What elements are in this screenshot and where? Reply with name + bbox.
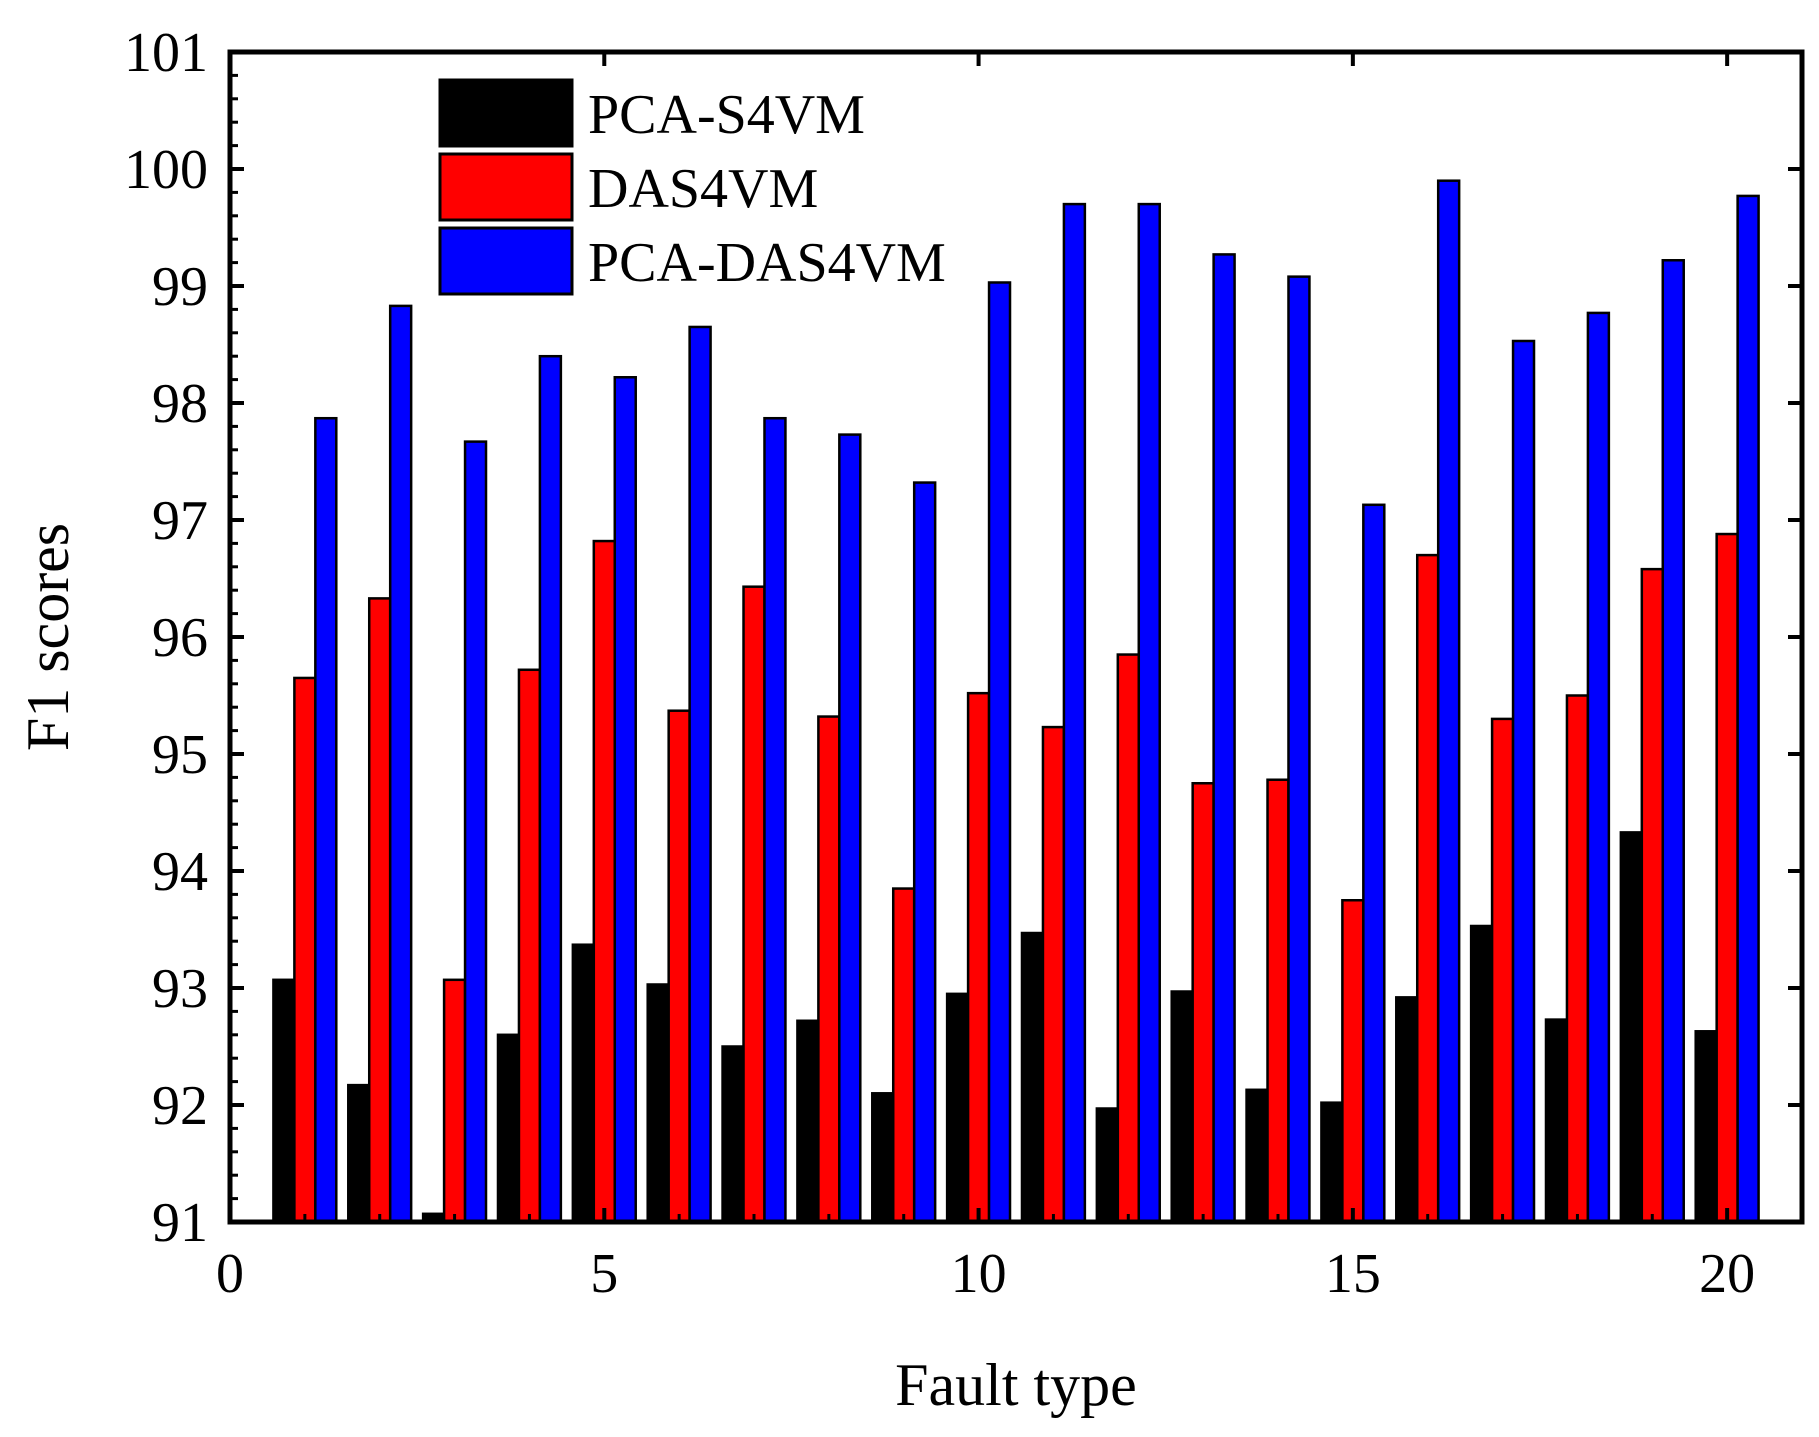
- y-tick-label: 96: [152, 607, 208, 669]
- x-tick-label: 0: [216, 1243, 244, 1305]
- bar-pca-s4vm-10: [945, 992, 970, 1224]
- bar-das4vm-5: [592, 539, 617, 1224]
- bar-pca-das4vm-3: [463, 440, 488, 1224]
- y-tick-label: 100: [124, 139, 208, 201]
- bar-pca-das4vm-12: [1137, 202, 1161, 1224]
- bar-pca-das4vm-8: [838, 433, 862, 1224]
- bar-pca-s4vm-18: [1544, 1018, 1569, 1224]
- bar-pca-das4vm-2: [388, 304, 413, 1224]
- y-tick-label: 94: [152, 841, 208, 903]
- bar-pca-s4vm-12: [1095, 1107, 1120, 1224]
- bar-pca-das4vm-15: [1362, 503, 1386, 1224]
- bar-das4vm-3: [442, 978, 467, 1224]
- y-axis-title: F1 scores: [15, 523, 81, 751]
- bar-pca-s4vm-20: [1694, 1030, 1718, 1224]
- bar-das4vm-13: [1191, 782, 1215, 1224]
- bar-pca-das4vm-6: [688, 325, 712, 1224]
- bar-das4vm-19: [1640, 567, 1665, 1224]
- bar-pca-s4vm-13: [1170, 990, 1194, 1224]
- bar-das4vm-14: [1266, 778, 1290, 1224]
- bar-pca-das4vm-9: [912, 481, 937, 1224]
- bar-pca-das4vm-11: [1062, 202, 1087, 1224]
- bar-pca-das4vm-20: [1736, 194, 1760, 1224]
- y-tick-label: 93: [152, 958, 208, 1020]
- x-tick-label: 15: [1325, 1243, 1381, 1305]
- legend-swatch-das4vm: [438, 152, 574, 222]
- y-tick-label: 92: [152, 1075, 208, 1137]
- bar-das4vm-17: [1490, 717, 1515, 1224]
- bar-das4vm-7: [742, 585, 766, 1224]
- legend: PCA-S4VM DAS4VM PCA-DAS4VM: [438, 78, 946, 296]
- bar-pca-das4vm-13: [1212, 253, 1236, 1224]
- bar-pca-s4vm-15: [1320, 1101, 1344, 1224]
- bar-das4vm-10: [966, 691, 991, 1224]
- bar-das4vm-16: [1415, 553, 1440, 1224]
- bar-das4vm-1: [293, 676, 317, 1224]
- bar-pca-s4vm-14: [1245, 1088, 1269, 1224]
- bar-pca-s4vm-11: [1020, 931, 1045, 1224]
- bar-das4vm-15: [1341, 899, 1365, 1224]
- bar-pca-das4vm-14: [1287, 275, 1311, 1224]
- legend-swatch-pca-das4vm: [438, 226, 574, 296]
- bar-das4vm-8: [817, 715, 841, 1224]
- y-tick-label: 99: [152, 256, 208, 318]
- plot-area-frame: [227, 49, 1805, 1225]
- bar-das4vm-12: [1116, 653, 1141, 1224]
- bar-pca-das4vm-16: [1436, 179, 1461, 1224]
- x-tick-label: 5: [590, 1243, 618, 1305]
- y-tick-label: 101: [124, 22, 208, 84]
- bar-pca-s4vm-1: [272, 978, 296, 1224]
- bar-pca-s4vm-19: [1619, 831, 1644, 1224]
- legend-swatch-pca-s4vm: [438, 78, 574, 148]
- bar-pca-das4vm-19: [1661, 259, 1685, 1224]
- bar-pca-das4vm-10: [987, 281, 1012, 1224]
- x-axis-tick-labels: 0 5 10 15 20: [216, 1243, 1755, 1305]
- y-axis-tick-labels: 91 92 93 94 95 96 97 98 99 100 101: [124, 22, 208, 1254]
- bar-pca-das4vm-7: [763, 416, 787, 1224]
- bar-pca-s4vm-4: [496, 1033, 521, 1224]
- bar-pca-s4vm-7: [721, 1045, 745, 1224]
- bar-das4vm-4: [517, 668, 542, 1224]
- bar-das4vm-20: [1715, 532, 1739, 1224]
- bar-pca-s4vm-16: [1395, 996, 1419, 1224]
- bar-pca-s4vm-9: [871, 1092, 895, 1224]
- bar-pca-das4vm-4: [538, 354, 563, 1224]
- bar-pca-s4vm-17: [1469, 924, 1494, 1224]
- y-tick-label: 97: [152, 490, 208, 552]
- legend-label-pca-das4vm: PCA-DAS4VM: [588, 232, 946, 294]
- x-axis-title: Fault type: [895, 1352, 1137, 1418]
- y-tick-label: 91: [152, 1192, 208, 1254]
- x-tick-label: 20: [1699, 1243, 1755, 1305]
- bar-pca-das4vm-18: [1586, 311, 1611, 1224]
- bar-pca-s4vm-2: [347, 1083, 371, 1224]
- bar-pca-s4vm-8: [796, 1019, 820, 1224]
- bar-das4vm-9: [891, 887, 916, 1224]
- bar-pca-s4vm-5: [571, 943, 596, 1224]
- bar-pca-das4vm-17: [1511, 339, 1536, 1224]
- bar-das4vm-6: [667, 709, 691, 1224]
- y-tick-label: 95: [152, 724, 208, 786]
- legend-label-pca-s4vm: PCA-S4VM: [588, 84, 865, 146]
- bar-pca-s4vm-6: [646, 983, 670, 1224]
- bar-pca-das4vm-1: [314, 416, 338, 1224]
- x-tick-label: 10: [951, 1243, 1007, 1305]
- y-tick-label: 98: [152, 373, 208, 435]
- legend-label-das4vm: DAS4VM: [588, 158, 818, 220]
- bar-das4vm-11: [1041, 725, 1066, 1224]
- bars-group: [272, 179, 1760, 1224]
- bar-das4vm-2: [367, 597, 392, 1224]
- bar-das4vm-18: [1565, 694, 1590, 1224]
- bar-pca-das4vm-5: [613, 376, 637, 1224]
